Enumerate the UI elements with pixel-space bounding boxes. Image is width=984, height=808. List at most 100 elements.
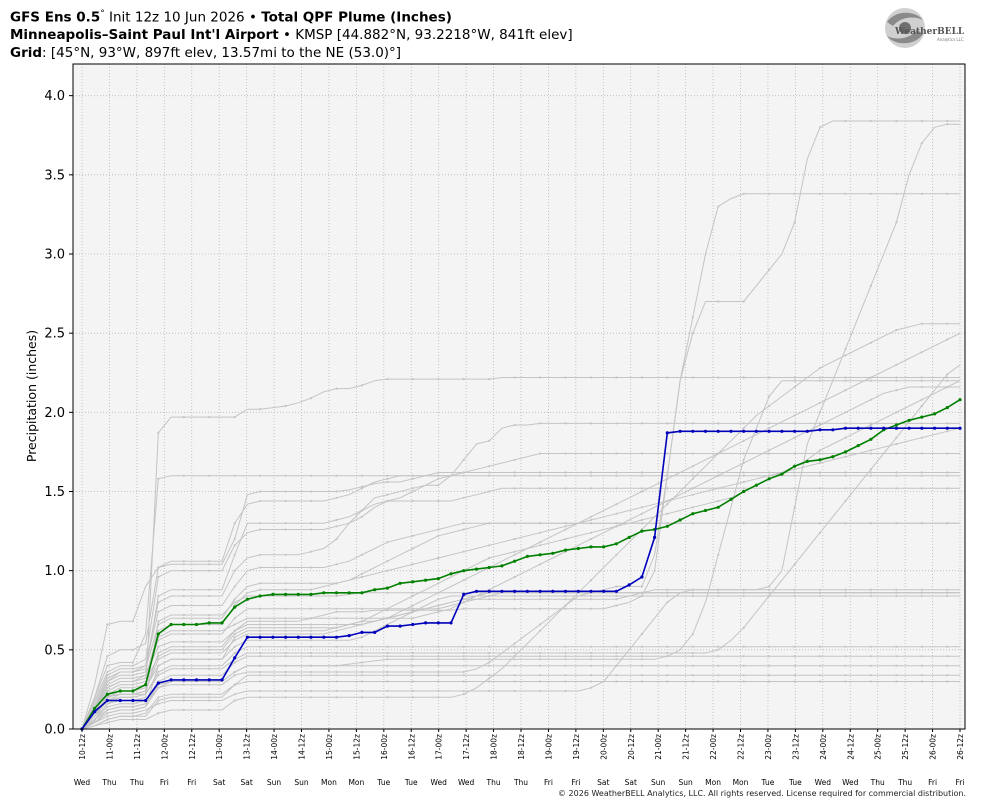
- data-point: [666, 452, 669, 455]
- data-point: [309, 607, 313, 610]
- data-point: [157, 696, 160, 699]
- data-point: [818, 471, 822, 474]
- logo-subtext: Analytics LLC: [937, 37, 964, 42]
- day-label: Wed: [431, 778, 448, 787]
- data-point: [462, 607, 465, 610]
- data-point: [691, 655, 694, 658]
- data-point: [385, 624, 389, 628]
- data-point: [615, 553, 618, 556]
- data-point: [182, 645, 185, 648]
- data-point: [208, 699, 211, 702]
- data-point: [513, 537, 516, 541]
- data-point: [564, 604, 567, 607]
- separator: •: [278, 27, 296, 43]
- data-point: [462, 601, 465, 604]
- data-point: [844, 411, 847, 414]
- data-point: [564, 376, 567, 379]
- data-point: [691, 506, 694, 509]
- data-point: [157, 566, 160, 569]
- data-point: [208, 683, 211, 686]
- data-point: [666, 474, 669, 477]
- data-point: [488, 607, 491, 610]
- data-point: [309, 588, 313, 591]
- data-point: [615, 422, 618, 425]
- data-point: [411, 607, 414, 610]
- storm-swirl-icon: [885, 8, 925, 48]
- data-point: [856, 444, 860, 448]
- data-point: [182, 699, 185, 702]
- data-point: [793, 487, 796, 490]
- data-point: [666, 477, 669, 480]
- y-tick-label: 1.0: [44, 564, 65, 579]
- data-point: [564, 422, 567, 425]
- data-point: [869, 487, 873, 490]
- data-point: [563, 589, 568, 593]
- data-point: [284, 674, 287, 677]
- data-point: [411, 651, 414, 655]
- data-point: [259, 664, 262, 667]
- data-point: [182, 674, 185, 677]
- data-point: [869, 655, 873, 658]
- data-point: [793, 471, 796, 474]
- x-tick-label: 16-12z: [407, 734, 416, 760]
- data-point: [194, 678, 199, 682]
- data-point: [742, 680, 745, 683]
- data-point: [869, 341, 873, 344]
- member-line-group: [80, 674, 960, 731]
- data-point: [335, 645, 338, 648]
- data-point: [640, 422, 644, 425]
- data-point: [818, 449, 822, 452]
- data-point: [564, 689, 567, 693]
- data-point: [233, 601, 236, 604]
- data-point: [513, 423, 516, 427]
- data-point: [513, 598, 516, 601]
- data-point: [869, 468, 873, 471]
- data-point: [360, 689, 363, 693]
- data-point: [895, 119, 898, 123]
- x-tick-label: 15-00z: [325, 734, 334, 760]
- data-point: [360, 670, 363, 674]
- data-point: [131, 705, 134, 708]
- data-point: [768, 268, 771, 271]
- data-point: [666, 503, 669, 506]
- x-tick-label: 17-12z: [462, 734, 471, 760]
- data-point: [856, 426, 860, 430]
- member-line-group: [80, 588, 960, 731]
- data-point: [895, 389, 898, 392]
- data-point: [106, 680, 109, 683]
- degree-sign: °: [100, 9, 105, 19]
- data-point: [386, 569, 389, 572]
- data-point: [259, 588, 262, 591]
- data-point: [360, 696, 363, 699]
- day-label: Sun: [651, 778, 666, 787]
- data-point: [691, 474, 694, 477]
- data-point: [717, 471, 720, 474]
- data-point: [564, 664, 567, 667]
- x-tick-label: 11-12z: [133, 734, 142, 760]
- data-point: [844, 119, 847, 123]
- data-point: [284, 607, 287, 610]
- init-time: Init 12z 10 Jun 2026: [104, 9, 245, 26]
- data-point: [844, 354, 847, 357]
- data-point: [309, 617, 313, 620]
- data-point: [309, 550, 313, 553]
- data-point: [818, 401, 822, 404]
- data-point: [488, 378, 491, 381]
- data-point: [869, 471, 873, 474]
- data-point: [411, 645, 414, 648]
- day-label: Thu: [897, 778, 912, 787]
- data-point: [233, 553, 236, 556]
- data-point: [539, 541, 542, 544]
- data-point: [844, 645, 847, 648]
- data-point: [895, 442, 898, 446]
- data-point: [487, 565, 491, 570]
- data-point: [411, 622, 415, 627]
- data-point: [233, 693, 236, 696]
- data-point: [437, 680, 440, 683]
- data-point: [182, 664, 185, 667]
- data-point: [653, 535, 657, 540]
- data-point: [182, 416, 185, 419]
- data-point: [844, 591, 847, 594]
- data-point: [462, 655, 465, 658]
- model-name: GFS Ens 0.5: [10, 9, 101, 26]
